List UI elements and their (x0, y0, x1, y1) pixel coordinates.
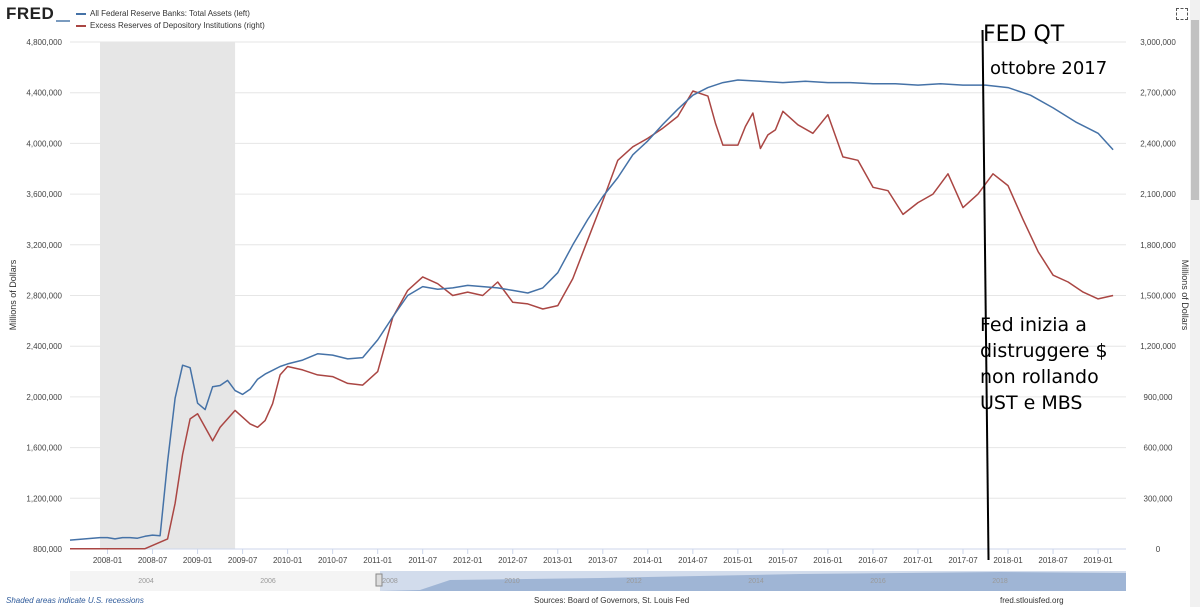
y-tick-label-right: 3,000,000 (1140, 38, 1176, 47)
navigator-label: 2018 (992, 578, 1008, 585)
legend-item-excess-reserves[interactable]: Excess Reserves of Depository Institutio… (76, 20, 265, 32)
annotation-note: Fed inizia a distruggere $ non rollando … (980, 312, 1108, 416)
fred-logo[interactable]: FRED (6, 4, 71, 24)
y-axis-left: 800,000 1,200,000 1,600,000 2,000,000 2,400,… (26, 38, 62, 554)
navigator-label: 2012 (626, 578, 642, 585)
y-tick-label-left: 2,800,000 (26, 292, 62, 301)
navigator-label: 2016 (870, 578, 886, 585)
navigator-label: 2010 (504, 578, 520, 585)
y-tick-label-right: 1,500,000 (1140, 292, 1176, 301)
navigator-label: 2008 (382, 578, 398, 585)
x-tick-label: 2011-01 (363, 556, 392, 565)
annotation-note-line: Fed inizia a (980, 314, 1087, 336)
y-tick-label-left: 3,200,000 (26, 241, 62, 250)
recession-note[interactable]: Shaded areas indicate U.S. recessions (6, 596, 144, 605)
y-tick-label-right: 300,000 (1144, 494, 1173, 503)
navigator-labels: 2004 2006 2008 2010 2012 2014 2016 2018 (138, 578, 1008, 585)
y-tick-label-left: 1,600,000 (26, 444, 62, 453)
scrollbar-thumb[interactable] (1191, 20, 1199, 200)
sources-text: Sources: Board of Governors, St. Louis F… (534, 596, 690, 605)
y-tick-label-left: 3,600,000 (26, 190, 62, 199)
x-tick-label: 2019-01 (1083, 556, 1113, 565)
x-tick-label: 2014-01 (633, 556, 663, 565)
x-tick-label: 2010-01 (273, 556, 303, 565)
y-axis-right-label: Millions of Dollars (1180, 260, 1190, 331)
x-tick-label: 2008-01 (93, 556, 123, 565)
y-tick-label-left: 1,200,000 (26, 494, 62, 503)
series-line-total-assets (69, 79, 1114, 541)
annotation-subtitle: ottobre 2017 (990, 58, 1108, 79)
gridlines (70, 41, 1126, 550)
fred-graph-icon (56, 8, 71, 22)
x-tick-label: 2014-07 (678, 556, 708, 565)
annotation-note-line: UST e MBS (980, 392, 1083, 414)
x-tick-label: 2009-01 (183, 556, 213, 565)
y-tick-label-left: 4,800,000 (26, 38, 62, 47)
y-tick-label-left: 2,000,000 (26, 393, 62, 402)
site-url[interactable]: fred.stlouisfed.org (1000, 596, 1064, 605)
x-tick-label: 2012-01 (453, 556, 483, 565)
x-tick-label: 2017-07 (948, 556, 978, 565)
y-tick-label-right: 900,000 (1144, 393, 1173, 402)
x-tick-label: 2012-07 (498, 556, 528, 565)
annotation-note-line: distruggere $ (980, 340, 1108, 362)
x-tick-label: 2015-07 (768, 556, 798, 565)
annotation-note-line: non rollando (980, 366, 1099, 388)
legend-label-total-assets: All Federal Reserve Banks: Total Assets … (90, 9, 250, 18)
y-tick-label-right: 2,100,000 (1140, 190, 1176, 199)
x-tick-label: 2016-07 (858, 556, 888, 565)
legend-swatch-blue (76, 13, 86, 15)
x-tick-label: 2013-01 (543, 556, 573, 565)
legend-item-total-assets[interactable]: All Federal Reserve Banks: Total Assets … (76, 8, 265, 20)
x-tick-label: 2017-01 (903, 556, 933, 565)
y-tick-label-left: 4,400,000 (26, 89, 62, 98)
annotation-title: FED QT (983, 22, 1065, 47)
navigator-series (380, 572, 1126, 591)
qt-marker-line (981, 29, 990, 561)
x-tick-label: 2008-07 (138, 556, 168, 565)
y-axis-left-label: Millions of Dollars (8, 259, 18, 330)
x-tick-label: 2016-01 (813, 556, 843, 565)
x-tick-label: 2011-07 (408, 556, 437, 565)
y-tick-label-right: 2,400,000 (1140, 139, 1176, 148)
scrollbar[interactable] (1190, 0, 1200, 607)
fullscreen-icon[interactable] (1176, 8, 1188, 20)
x-tick-label: 2010-07 (318, 556, 348, 565)
x-tick-label: 2009-07 (228, 556, 258, 565)
y-tick-label-right: 600,000 (1144, 444, 1173, 453)
navigator-label: 2004 (138, 578, 154, 585)
legend-label-excess-reserves: Excess Reserves of Depository Institutio… (90, 21, 265, 30)
x-tick-label: 2018-01 (993, 556, 1023, 565)
x-axis: 2008-01 2008-07 2009-01 2009-07 2010-01 2010-… (70, 548, 1126, 565)
series-line-excess-reserves (70, 90, 1114, 550)
y-tick-label-left: 800,000 (33, 545, 62, 554)
y-tick-label-right: 0 (1156, 545, 1161, 554)
y-tick-label-right: 1,200,000 (1140, 342, 1176, 351)
legend-swatch-red (76, 25, 86, 27)
y-tick-label-left: 2,400,000 (26, 342, 62, 351)
y-tick-label-right: 1,800,000 (1140, 241, 1176, 250)
y-tick-label-left: 4,000,000 (26, 139, 62, 148)
x-tick-label: 2015-01 (723, 556, 753, 565)
series-group (69, 79, 1114, 550)
navigator-label: 2014 (748, 578, 764, 585)
y-axis-right: 0 300,000 600,000 900,000 1,200,000 1,500,000… (1140, 38, 1176, 554)
navigator-handle-left[interactable] (375, 573, 383, 587)
navigator-label: 2006 (260, 578, 276, 585)
x-tick-label: 2013-07 (588, 556, 618, 565)
y-tick-label-right: 2,700,000 (1140, 89, 1176, 98)
x-tick-label: 2018-07 (1038, 556, 1068, 565)
legend: All Federal Reserve Banks: Total Assets … (76, 8, 265, 32)
